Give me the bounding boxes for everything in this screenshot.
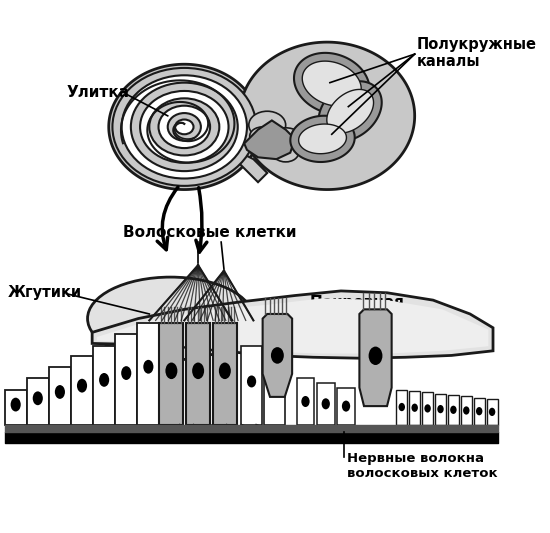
Polygon shape — [422, 392, 433, 425]
Polygon shape — [97, 298, 488, 353]
Polygon shape — [241, 346, 262, 425]
Ellipse shape — [149, 98, 219, 156]
Ellipse shape — [121, 366, 131, 380]
Ellipse shape — [219, 362, 231, 379]
Ellipse shape — [450, 406, 456, 414]
Ellipse shape — [32, 391, 43, 405]
Polygon shape — [49, 367, 71, 425]
Ellipse shape — [250, 127, 276, 146]
Polygon shape — [448, 395, 459, 425]
Ellipse shape — [175, 119, 194, 134]
Polygon shape — [327, 90, 373, 133]
Ellipse shape — [87, 277, 254, 360]
Ellipse shape — [122, 75, 247, 179]
Text: Волосковые клетки: Волосковые клетки — [123, 225, 297, 240]
Polygon shape — [4, 390, 27, 425]
Ellipse shape — [342, 401, 350, 411]
Text: Улитка: Улитка — [67, 85, 129, 100]
Ellipse shape — [257, 138, 287, 158]
Polygon shape — [474, 398, 485, 425]
Polygon shape — [230, 150, 267, 182]
Polygon shape — [240, 42, 415, 190]
Polygon shape — [263, 314, 292, 397]
Polygon shape — [109, 64, 260, 190]
Polygon shape — [461, 397, 472, 425]
Ellipse shape — [77, 379, 87, 393]
Ellipse shape — [489, 408, 496, 416]
Polygon shape — [186, 323, 210, 425]
Ellipse shape — [301, 396, 310, 407]
Ellipse shape — [140, 91, 229, 163]
Polygon shape — [299, 124, 346, 154]
Ellipse shape — [368, 346, 382, 365]
Polygon shape — [435, 394, 446, 425]
Ellipse shape — [270, 383, 279, 395]
Ellipse shape — [144, 360, 153, 374]
Ellipse shape — [411, 403, 418, 412]
Ellipse shape — [249, 111, 285, 139]
Polygon shape — [294, 53, 370, 114]
Ellipse shape — [158, 106, 210, 148]
Ellipse shape — [437, 405, 444, 413]
Ellipse shape — [55, 385, 65, 399]
Polygon shape — [302, 61, 361, 106]
Ellipse shape — [476, 407, 482, 415]
Ellipse shape — [112, 68, 256, 186]
Polygon shape — [115, 334, 138, 425]
Ellipse shape — [168, 113, 201, 141]
Polygon shape — [27, 378, 49, 425]
Ellipse shape — [322, 398, 330, 409]
Polygon shape — [317, 383, 334, 425]
Polygon shape — [337, 387, 355, 425]
Polygon shape — [92, 291, 493, 358]
Polygon shape — [213, 323, 237, 425]
Polygon shape — [409, 391, 420, 425]
Polygon shape — [160, 323, 183, 425]
Ellipse shape — [192, 362, 204, 379]
Ellipse shape — [463, 406, 470, 415]
Text: Нервные волокна
волосковых клеток: Нервные волокна волосковых клеток — [348, 452, 498, 480]
Text: Жгутики: Жгутики — [7, 285, 81, 300]
Polygon shape — [318, 81, 382, 141]
Polygon shape — [290, 116, 355, 162]
Polygon shape — [396, 390, 408, 425]
Polygon shape — [138, 323, 160, 425]
Ellipse shape — [425, 404, 431, 413]
Text: Полукружные
каналы: Полукружные каналы — [416, 37, 537, 69]
Ellipse shape — [10, 398, 21, 411]
Polygon shape — [265, 360, 285, 425]
Polygon shape — [93, 346, 115, 425]
Polygon shape — [244, 120, 295, 159]
Polygon shape — [297, 378, 314, 425]
Ellipse shape — [273, 143, 299, 162]
Ellipse shape — [271, 347, 284, 364]
Polygon shape — [487, 399, 498, 425]
Ellipse shape — [166, 362, 178, 379]
Ellipse shape — [247, 375, 256, 387]
Polygon shape — [71, 357, 93, 425]
Ellipse shape — [269, 128, 302, 150]
Text: Покровная
мембрана: Покровная мембрана — [310, 295, 405, 328]
Ellipse shape — [399, 403, 405, 411]
Polygon shape — [359, 309, 392, 406]
Ellipse shape — [99, 373, 109, 387]
Ellipse shape — [131, 83, 238, 171]
